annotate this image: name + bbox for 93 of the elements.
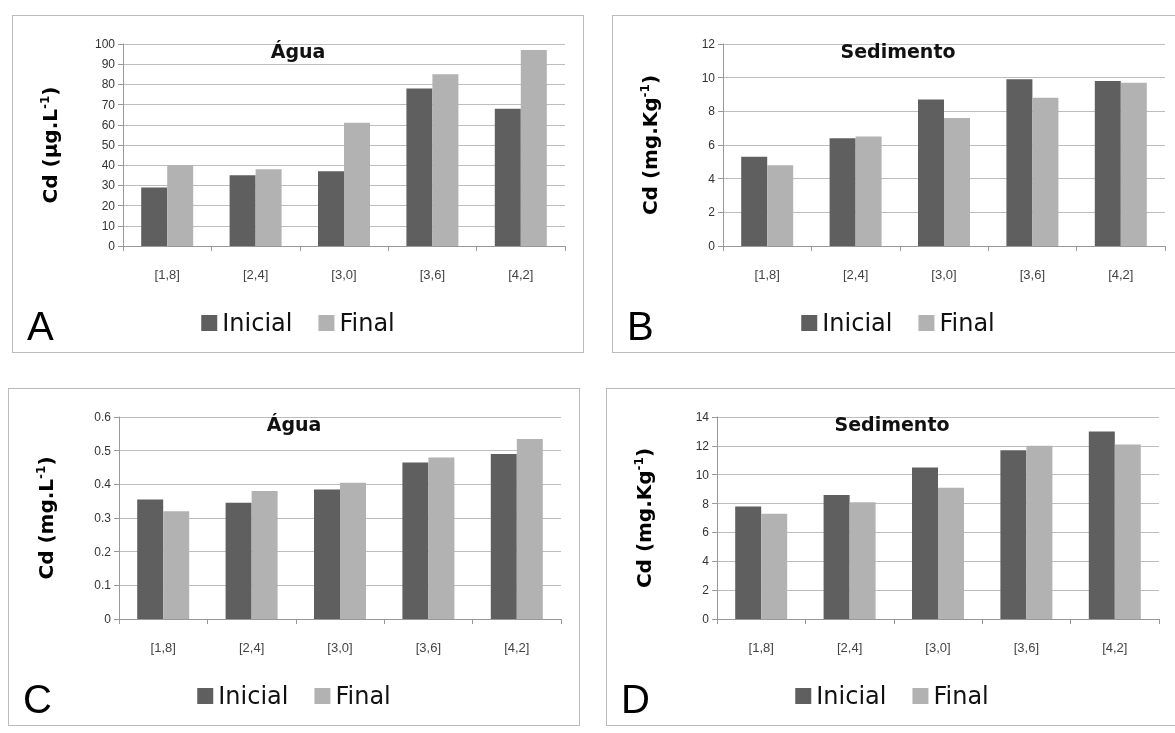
x-tick-label: [3,6] (1013, 640, 1040, 655)
bar (494, 108, 521, 246)
bar (918, 99, 944, 246)
y-tick-label: 0.2 (94, 544, 112, 559)
y-tick-label: 8 (702, 496, 710, 511)
y-tick-label: 100 (94, 37, 116, 51)
text: D (621, 677, 650, 721)
legend-label: Final (939, 309, 995, 337)
x-tick-label: [2,4] (238, 640, 265, 655)
legend-label: Inicial (822, 309, 893, 337)
x-tick-label: [3,0] (331, 267, 357, 282)
y-tick-label: 0 (108, 239, 116, 253)
bar (225, 502, 252, 619)
y-tick-label: 40 (101, 158, 116, 173)
y-axis-title: Cd (mg.L-1) (34, 456, 58, 580)
bar (829, 138, 856, 246)
legend-label: Inicial (816, 682, 887, 710)
bar (1088, 431, 1115, 619)
bar (318, 171, 344, 246)
y-tick-label: 0.6 (94, 410, 112, 424)
y-tick-label: 0 (104, 612, 112, 626)
chart-title: Sedimento (840, 39, 956, 62)
legend-label: Inicial (218, 682, 289, 710)
x-tick-label: [4,2] (1108, 267, 1134, 282)
text: B (627, 304, 654, 348)
bar (490, 454, 517, 619)
y-tick-label: 4 (702, 554, 710, 569)
y-axis-title: Cd (mg.Kg-1) (638, 74, 662, 216)
y-tick-label: 6 (708, 138, 716, 152)
y-tick-label: 4 (708, 171, 716, 186)
y-tick-label: 2 (708, 205, 716, 220)
legend-label: Final (335, 682, 391, 710)
y-tick-label: 0 (702, 612, 710, 626)
y-tick-label: 60 (101, 117, 116, 132)
chart-title: Água (266, 412, 322, 435)
x-tick-label: [1,8] (150, 640, 176, 655)
bar (1006, 79, 1033, 246)
y-tick-label: 30 (101, 178, 116, 193)
text: A (27, 304, 54, 348)
y-tick-label: 50 (101, 138, 116, 152)
y-tick-label: 0.1 (94, 578, 112, 593)
x-tick-label: [4,2] (1102, 640, 1128, 655)
x-tick-label: [2,4] (836, 640, 863, 655)
x-tick-label: [4,2] (504, 640, 530, 655)
y-tick-label: 10 (695, 467, 710, 482)
x-tick-label: [3,6] (419, 267, 446, 282)
bar (823, 494, 850, 619)
bar (137, 499, 164, 619)
y-tick-label: 14 (695, 410, 710, 424)
bar (314, 489, 340, 619)
bar (741, 156, 768, 246)
y-tick-label: 6 (702, 525, 710, 540)
y-tick-label: 8 (708, 104, 716, 119)
y-axis-title: Cd (mg.Kg-1) (632, 447, 656, 589)
y-tick-label: 70 (101, 97, 116, 112)
y-tick-label: 90 (101, 57, 116, 72)
chart-title: Água (270, 39, 326, 62)
y-tick-label: 0.4 (94, 477, 112, 492)
bar (406, 88, 433, 246)
x-tick-label: [3,6] (415, 640, 442, 655)
x-tick-label: [2,4] (242, 267, 269, 282)
x-tick-label: [3,0] (925, 640, 951, 655)
x-tick-label: [3,0] (327, 640, 353, 655)
x-tick-label: [1,8] (154, 267, 180, 282)
y-tick-label: 12 (695, 438, 710, 453)
x-tick-label: [3,0] (931, 267, 957, 282)
chart-title: Sedimento (834, 412, 950, 435)
x-tick-label: [1,8] (754, 267, 780, 282)
legend-label: Final (933, 682, 989, 710)
bar (141, 187, 168, 246)
y-tick-label: 10 (701, 70, 716, 85)
y-tick-label: 12 (701, 37, 716, 51)
bar (1094, 81, 1121, 246)
y-axis-title: Cd (µg.L-1) (38, 86, 62, 204)
x-tick-label: [1,8] (748, 640, 774, 655)
bar (229, 175, 256, 246)
bar (735, 506, 762, 619)
text: C (23, 677, 52, 721)
y-tick-label: 0.5 (94, 443, 112, 458)
legend-label: Final (339, 309, 395, 337)
legend-label: Inicial (222, 309, 293, 337)
x-tick-label: [3,6] (1019, 267, 1046, 282)
y-tick-label: 80 (101, 77, 116, 92)
y-tick-label: 0.3 (94, 511, 112, 525)
y-tick-label: 20 (101, 198, 116, 213)
y-tick-label: 2 (702, 583, 710, 598)
bar (912, 467, 938, 619)
x-tick-label: [2,4] (842, 267, 869, 282)
bar (402, 462, 429, 619)
y-tick-label: 10 (101, 218, 116, 233)
bar (1000, 450, 1027, 619)
y-tick-label: 0 (708, 239, 716, 253)
x-tick-label: [4,2] (508, 267, 534, 282)
